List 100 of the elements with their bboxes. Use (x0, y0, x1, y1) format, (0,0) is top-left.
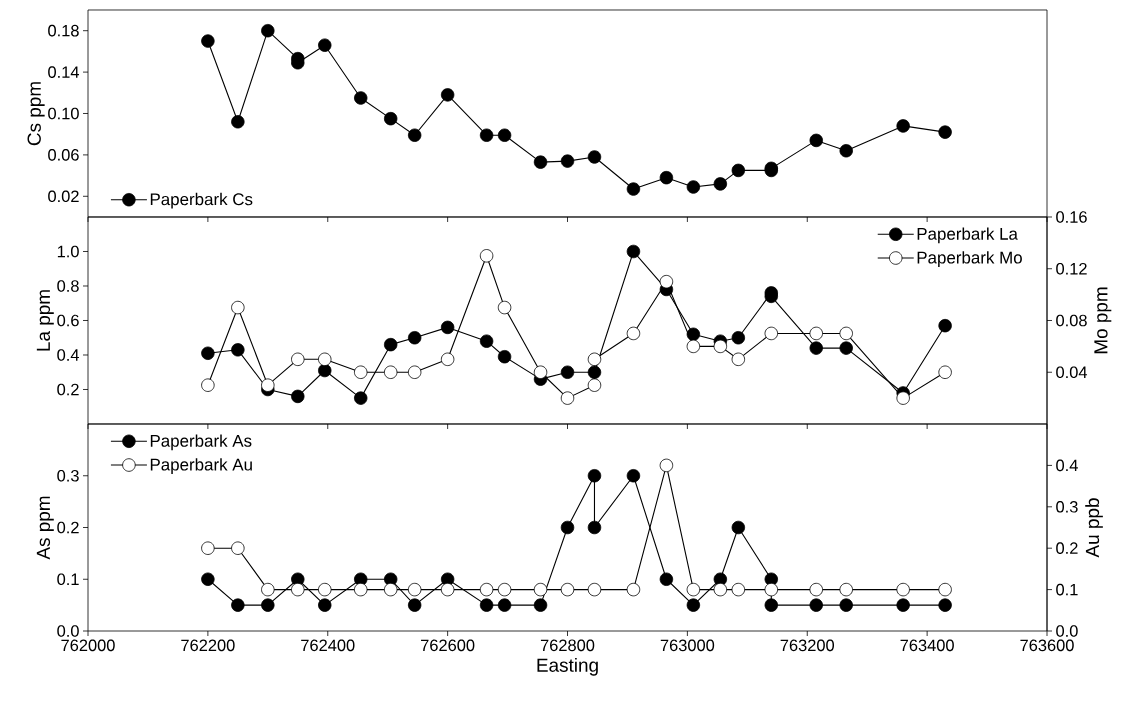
x-tick-label: 763000 (660, 639, 715, 652)
point (587, 520, 602, 535)
point (201, 572, 215, 586)
y-tick-label: 0.1 (57, 573, 79, 586)
legend-label: Paperbark As (150, 434, 252, 451)
y-axis-title: La ppm (36, 290, 54, 351)
point (318, 38, 332, 52)
point (809, 133, 823, 148)
y-tick-label: 0.10 (48, 107, 79, 120)
point (839, 326, 853, 341)
point (201, 34, 215, 48)
y2-tick-label: 0.16 (1056, 211, 1087, 223)
point (659, 458, 674, 473)
point (560, 582, 575, 597)
point (938, 582, 952, 597)
point (686, 180, 701, 194)
point (731, 352, 746, 367)
point (809, 341, 823, 355)
point (686, 339, 701, 354)
point (938, 125, 952, 139)
y2-tick-label: 0.04 (1056, 366, 1088, 379)
y2-tick-label: 0.4 (1056, 459, 1078, 472)
x-tick-label: 763400 (900, 639, 954, 652)
legend-label: Paperbark Cs (150, 192, 253, 209)
y-tick-label: 0.2 (57, 383, 79, 396)
point (659, 274, 674, 289)
x-tick-label: 762000 (61, 639, 115, 652)
point (626, 244, 641, 259)
point (261, 582, 275, 597)
y2-tick-label: 0.3 (1056, 500, 1078, 513)
point (731, 520, 746, 535)
legend-label: Paperbark Au (150, 458, 252, 474)
point (587, 352, 602, 367)
x-tick-label: 762200 (181, 639, 235, 652)
point (261, 598, 275, 612)
point (731, 331, 746, 345)
point (839, 341, 853, 355)
point (318, 598, 332, 612)
point (764, 598, 778, 612)
point (896, 391, 910, 405)
point (839, 144, 853, 158)
point (560, 520, 575, 535)
x-axis-title: Easting (537, 658, 598, 676)
point (479, 128, 494, 142)
point (383, 337, 398, 352)
point (587, 582, 602, 597)
point (587, 469, 602, 483)
point (626, 182, 641, 196)
point (533, 598, 548, 612)
point (686, 598, 701, 612)
point (231, 343, 245, 357)
y2-tick-label: 0.0 (1056, 625, 1078, 637)
x-tick-label: 762800 (540, 639, 595, 652)
point (659, 572, 674, 586)
point (407, 582, 422, 597)
point (407, 331, 422, 345)
point (713, 339, 728, 354)
point (497, 350, 512, 364)
y-tick-label: 0.8 (57, 280, 79, 292)
point (626, 326, 641, 341)
y-tick-label: 0.02 (48, 190, 79, 203)
y2-tick-label: 0.08 (1056, 314, 1087, 327)
x-tick-label: 763200 (780, 639, 835, 652)
point (659, 170, 674, 185)
point (764, 326, 778, 341)
y2-axis-title: Mo ppm (1094, 287, 1112, 354)
point (407, 365, 422, 379)
x-tick-label: 763600 (1020, 639, 1074, 652)
point (896, 119, 910, 133)
point (626, 469, 641, 483)
point (587, 365, 602, 379)
point (354, 91, 368, 105)
point (731, 582, 746, 597)
y2-tick-label: 0.2 (1056, 542, 1078, 555)
y2-tick-label: 0.12 (1056, 262, 1087, 275)
point (809, 326, 823, 341)
point (201, 378, 215, 392)
point (497, 582, 512, 597)
point (839, 598, 853, 612)
y-axis-title: As ppm (36, 496, 54, 560)
point (938, 365, 952, 379)
point (231, 115, 245, 129)
point (938, 318, 952, 333)
point (318, 582, 332, 597)
point (354, 391, 368, 405)
y-tick-label: 0.3 (57, 469, 79, 482)
y-axis-title: Cs ppm (27, 82, 45, 146)
point (896, 598, 910, 612)
point (587, 378, 602, 392)
point (479, 334, 494, 348)
point (533, 155, 548, 169)
point (440, 352, 455, 367)
y-tick-label: 0.6 (57, 314, 79, 327)
point (383, 582, 398, 597)
point (626, 582, 641, 597)
point (354, 365, 368, 379)
y-tick-label: 0.06 (48, 149, 79, 161)
point (291, 389, 305, 404)
point (497, 598, 512, 612)
point (479, 249, 494, 263)
